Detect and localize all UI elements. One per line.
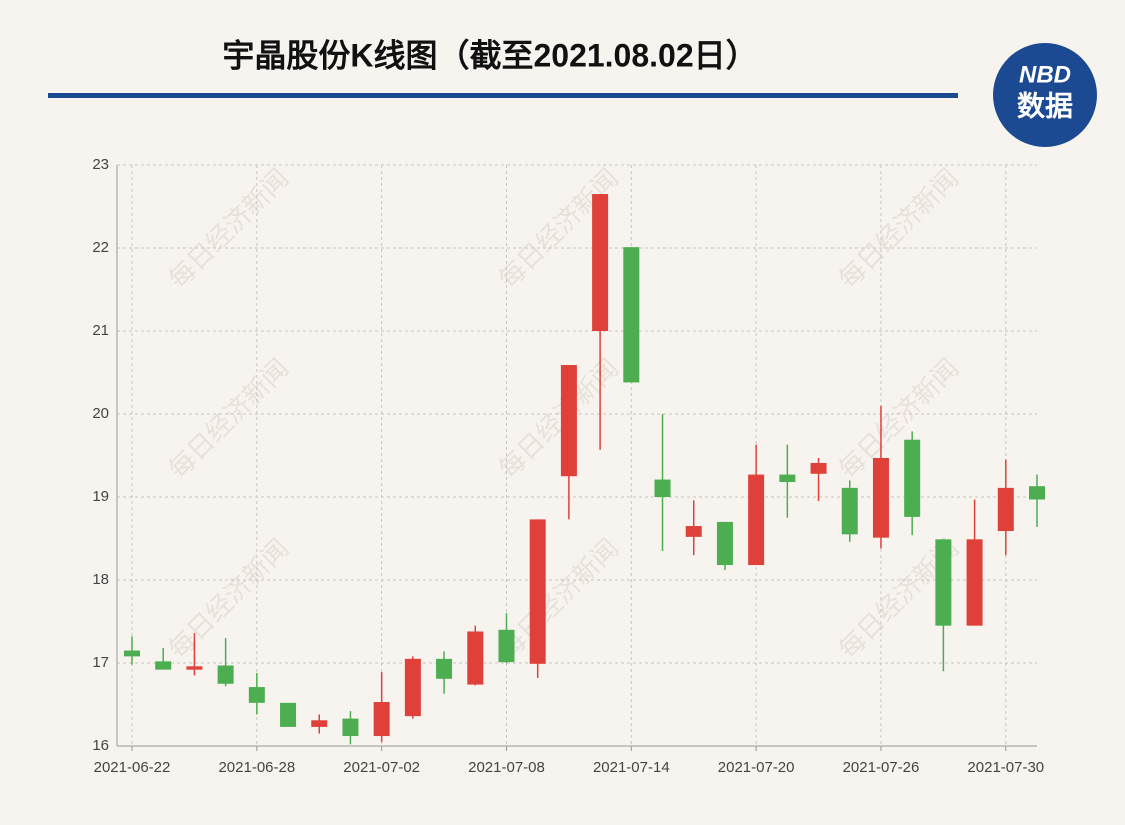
candle-body [404,658,421,717]
x-tick-label: 2021-07-08 [468,759,545,776]
candle-body [529,519,546,664]
y-tick-label: 23 [92,156,109,173]
candle-body [217,665,234,684]
candle-body [748,474,765,566]
candle-body [124,650,140,657]
candle-body [592,194,609,331]
logo-text: NBD [1019,61,1071,88]
candle-body [248,687,265,703]
x-tick-label: 2021-07-20 [718,759,795,776]
candle-body [685,526,702,537]
candle-body [186,666,203,670]
x-tick-label: 2021-07-26 [843,759,920,776]
logo [993,43,1097,147]
x-tick-label: 2021-06-28 [218,759,295,776]
candle-body [779,474,796,483]
x-tick-label: 2021-06-22 [94,759,171,776]
candle-body [872,457,889,538]
candle-body [342,718,359,737]
candle-body [373,702,390,737]
y-tick-label: 16 [92,737,109,754]
candle-body [280,702,297,727]
candle-body [716,521,733,566]
y-tick-label: 17 [92,654,109,671]
candle-body [904,439,921,517]
candle-body [810,462,827,474]
candle-body [623,247,640,383]
y-tick-label: 19 [92,488,109,505]
candle-body [467,631,484,685]
chart-title: 宇晶股份K线图（截至2021.08.02日） [222,37,757,73]
x-tick-label: 2021-07-14 [593,759,670,776]
logo-text: 数据 [1017,90,1073,121]
x-tick-label: 2021-07-02 [343,759,420,776]
candle-body [498,629,515,663]
candle-body [155,661,172,670]
candle-body [436,658,453,679]
candle-body [560,365,577,477]
candle-body [935,539,952,626]
y-tick-label: 18 [92,571,109,588]
candle-body [311,720,328,727]
candle-body [997,487,1014,532]
candle-body [1029,486,1045,500]
candle-body [841,487,858,535]
y-tick-label: 20 [92,405,109,422]
y-tick-label: 21 [92,322,109,339]
title-rule [48,93,958,98]
plot: 16 17 18 19 20 21 22 23 2021-06-22 2021-06-28 2021… [92,156,1045,776]
candle-body [654,479,671,497]
x-tick-label: 2021-07-30 [967,759,1044,776]
y-tick-label: 22 [92,239,109,256]
candle-body [966,539,983,626]
